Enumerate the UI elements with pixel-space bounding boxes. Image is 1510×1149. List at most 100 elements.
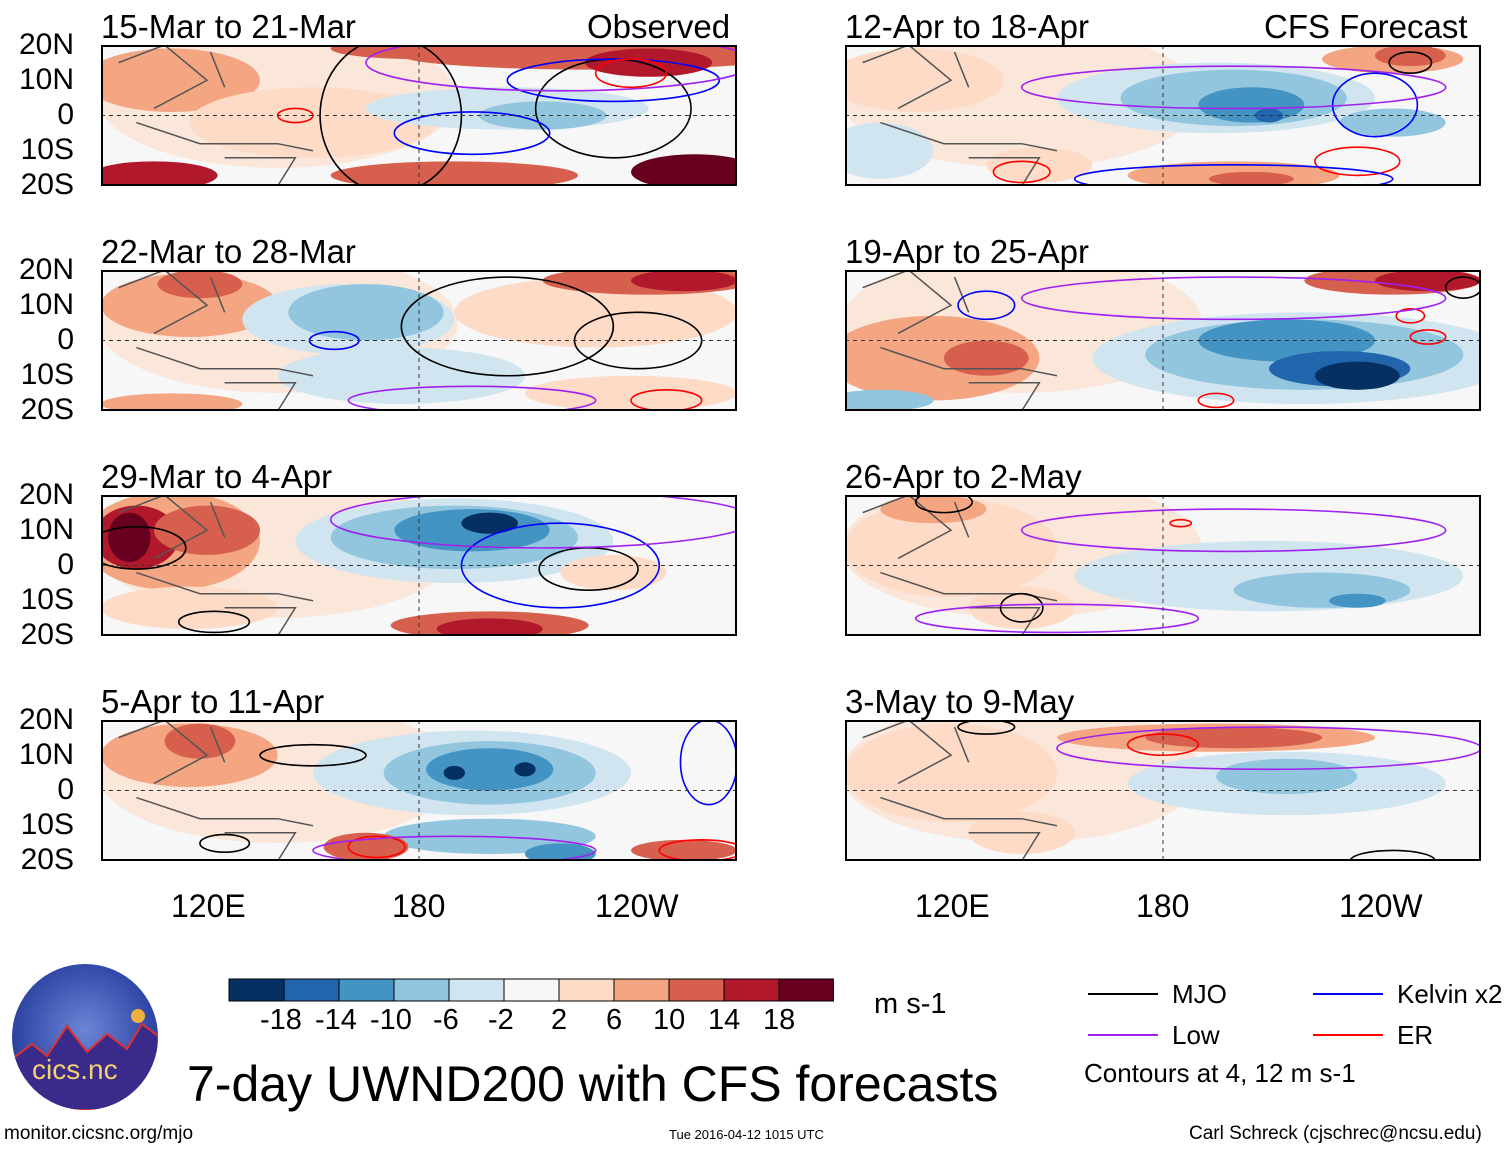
er-contour: [347, 835, 406, 859]
lat-tick-label: 20N: [18, 703, 74, 736]
lat-tick-label: 10S: [20, 583, 74, 616]
colorbar-tick-label: 10: [653, 1004, 686, 1036]
coastline: [862, 495, 1058, 636]
coastline: [862, 45, 1058, 186]
shade-blob: [108, 512, 151, 562]
panel-title: 5-Apr to 11-Apr: [101, 683, 325, 720]
lat-tick-label: 10N: [18, 63, 74, 96]
shade-blob: [986, 147, 1093, 183]
colorbar-swatch: [723, 978, 780, 1002]
lat-tick-label: 10S: [20, 133, 74, 166]
colorbar-tick-label: 18: [763, 1004, 796, 1036]
lon-tick-label: 180: [1136, 888, 1190, 924]
panel-frame: [101, 270, 737, 411]
map-panel: [101, 45, 737, 186]
kelvin-contour: [679, 720, 737, 806]
legend-line-kelvin: [1313, 993, 1383, 995]
coastline: [118, 495, 314, 636]
contour-note: Contours at 4, 12 m s-1: [1084, 1058, 1356, 1088]
map-panel: [845, 45, 1481, 186]
colorbar-tick-label: 2: [551, 1004, 568, 1036]
colorbar-swatch: [778, 978, 834, 1002]
colorbar-tick-label: -18: [260, 1004, 302, 1036]
shade-blob: [1375, 270, 1481, 292]
shade-blob: [101, 393, 243, 411]
er-contour: [630, 389, 703, 411]
shade-blob: [1208, 171, 1294, 186]
shading-layer: [101, 720, 737, 861]
shade-blob: [631, 154, 737, 186]
shade-blob: [943, 340, 1029, 376]
shade-blob: [560, 554, 667, 591]
lat-tick-label: 0: [57, 323, 74, 356]
shade-blob: [845, 122, 934, 179]
colorbar-swatch: [558, 978, 615, 1002]
coastline: [118, 270, 314, 411]
colorbar-tick-label: -2: [488, 1004, 514, 1036]
colorbar-swatch: [283, 978, 340, 1002]
map-panel: [101, 495, 737, 636]
legend-line-low: [1088, 1034, 1158, 1036]
mountain-icon: [12, 1009, 158, 1110]
shade-blob: [443, 765, 465, 780]
coastline: [118, 720, 314, 861]
footer-url[interactable]: monitor.cicsnc.org/mjo: [4, 1123, 194, 1144]
colorbar-swatch: [613, 978, 670, 1002]
mjo-contour: [101, 525, 187, 570]
shade-blob: [101, 48, 260, 112]
low-contour: [329, 495, 737, 549]
lat-tick-label: 20S: [20, 168, 74, 201]
colorbar-units: m s-1: [874, 988, 947, 1020]
panel-frame: [101, 495, 737, 636]
panel-frame: [101, 720, 737, 861]
er-contour: [1197, 392, 1235, 409]
lat-tick-label: 0: [57, 773, 74, 806]
mjo-contour: [1349, 849, 1436, 861]
colorbar-swatch: [393, 978, 450, 1002]
shade-blob: [845, 389, 934, 411]
panel-frame: [101, 45, 737, 186]
shade-blob: [845, 498, 1057, 598]
map-panel: [845, 270, 1481, 411]
shade-blob: [330, 161, 578, 186]
low-contour: [1020, 508, 1447, 553]
forecast-header: CFS Forecast: [1264, 8, 1468, 45]
colorbar-swatch: [228, 978, 285, 1002]
shade-blob: [525, 375, 737, 411]
map-panel: [845, 720, 1481, 861]
lat-tick-label: 20N: [18, 28, 74, 61]
panel-title: 12-Apr to 18-Apr: [845, 8, 1089, 45]
shading-layer: [845, 270, 1481, 411]
shade-blob: [1198, 87, 1305, 123]
shade-blob: [514, 762, 536, 777]
panel-frame: [845, 720, 1481, 861]
map-panel: [845, 495, 1481, 636]
panel-title: 15-Mar to 21-Mar: [101, 8, 356, 45]
colorbar-tick-label: -10: [370, 1004, 412, 1036]
coastline: [118, 45, 314, 186]
legend-line-mjo: [1088, 993, 1158, 995]
coastline: [862, 720, 1058, 861]
mjo-contour: [914, 495, 973, 514]
mjo-contour: [199, 833, 251, 853]
kelvin-contour: [957, 290, 1016, 321]
er-contour: [1395, 307, 1426, 324]
kelvin-contour: [1331, 72, 1419, 138]
kelvin-contour: [506, 58, 721, 103]
shading-layer: [845, 720, 1481, 861]
low-contour: [347, 385, 597, 411]
shade-blob: [1145, 727, 1322, 749]
low-contour: [914, 603, 1200, 634]
lat-tick-label: 0: [57, 98, 74, 131]
legend-label: ER: [1397, 1020, 1434, 1050]
shade-blob: [845, 48, 1004, 112]
panel-title: 26-Apr to 2-May: [845, 458, 1082, 495]
panel-frame: [845, 270, 1481, 411]
colorbar-swatch: [503, 978, 560, 1002]
panel-frame: [845, 45, 1481, 186]
legend-label: Low: [1172, 1020, 1220, 1050]
kelvin-contour: [393, 111, 551, 156]
shading-layer: [101, 495, 737, 636]
shade-blob: [277, 347, 525, 404]
lat-tick-label: 20S: [20, 393, 74, 426]
